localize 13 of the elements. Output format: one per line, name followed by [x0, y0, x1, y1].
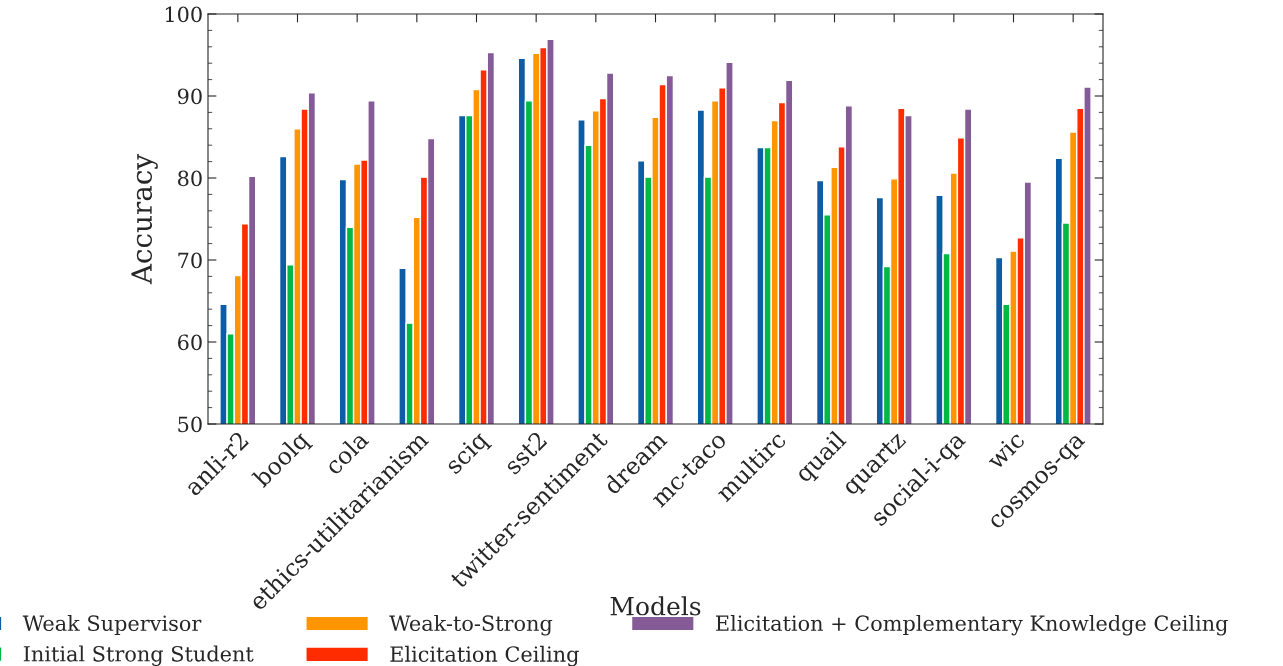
legend-label: Weak-to-Strong: [389, 614, 553, 636]
y-tick-label: 90: [177, 88, 202, 105]
y-tick-label: 100: [165, 6, 202, 23]
y-axis-title: Accuracy: [131, 154, 158, 285]
y-tick-label: 70: [178, 252, 202, 269]
legend-label: Elicitation + Complementary Knowledge Ceiling: [716, 614, 1228, 636]
legend-label: Elicitation Ceiling: [390, 645, 579, 666]
x-axis-title: Models: [610, 596, 701, 616]
y-tick-label: 50: [178, 416, 202, 433]
y-tick-label: 60: [178, 334, 202, 351]
legend-label: Initial Strong Student: [23, 645, 254, 666]
y-tick-label: 80: [178, 170, 202, 187]
legend-label: Weak Supervisor: [22, 614, 202, 636]
